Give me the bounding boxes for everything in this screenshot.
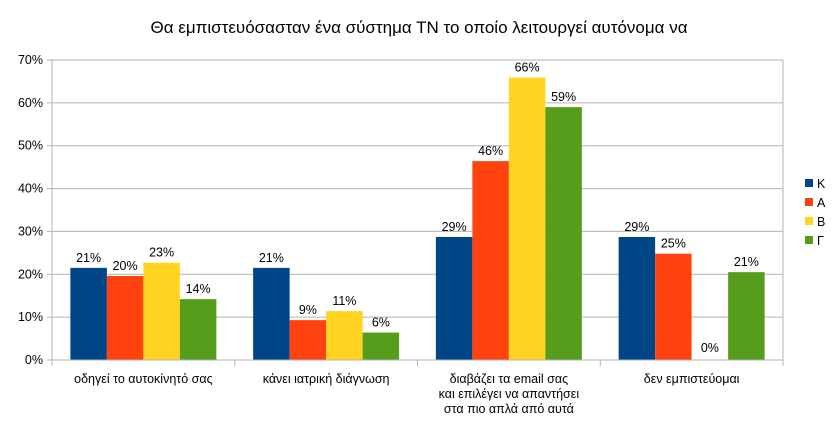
bar-Α-2 xyxy=(289,320,327,360)
legend-label: Α xyxy=(817,196,826,210)
bar-Γ-3 xyxy=(545,107,582,361)
bar-Β-1 xyxy=(143,262,180,360)
data-label: 21% xyxy=(76,251,101,265)
legend-label: Β xyxy=(817,215,825,229)
legend-swatch xyxy=(805,217,813,225)
y-axis: 0% 10% 20% 30% 40% 50% 60% 70% xyxy=(18,53,784,367)
y-tick-label: 60% xyxy=(18,96,43,110)
data-label: 66% xyxy=(515,61,540,75)
data-label: 14% xyxy=(186,282,211,296)
bar-Α-1 xyxy=(106,276,144,360)
legend-swatch xyxy=(805,236,813,244)
x-axis: οδηγεί το αυτοκίνητό σας κάνει ιατρική δι… xyxy=(51,359,784,416)
bar-Α-3 xyxy=(472,161,509,360)
x-tick-label: κάνει ιατρική διάγνωση xyxy=(263,372,390,386)
data-label: 0% xyxy=(701,341,719,355)
y-tick-label: 70% xyxy=(18,53,43,67)
data-label: 21% xyxy=(734,255,759,269)
x-tick-label: δεν εμπιστεύομαι xyxy=(644,372,740,386)
legend-label: Κ xyxy=(817,177,826,191)
data-labels: 21% 21% 29% 29% 20% 9% 46% 25% 23% 11% 66% 0% 14% 6% 5… xyxy=(76,61,759,355)
data-label: 21% xyxy=(259,251,284,265)
data-label: 23% xyxy=(149,246,174,260)
bar-Κ-1 xyxy=(70,267,107,360)
data-label: 9% xyxy=(299,303,317,317)
data-label: 29% xyxy=(624,220,649,234)
data-label: 59% xyxy=(551,90,576,104)
y-tick-label: 30% xyxy=(18,224,43,238)
bar-Γ-2 xyxy=(362,332,400,360)
data-label: 25% xyxy=(661,237,686,251)
bars xyxy=(70,77,765,361)
legend-swatch xyxy=(805,198,813,206)
chart-title: Θα εμπιστευόσασταν ένα σύστημα ΤΝ το οπο… xyxy=(150,18,687,37)
bar-Κ-2 xyxy=(253,267,290,360)
bar-Β-3 xyxy=(508,77,546,361)
y-tick-label: 20% xyxy=(18,267,43,281)
bar-Γ-1 xyxy=(179,299,217,360)
bar-Κ-3 xyxy=(435,237,473,360)
data-label: 20% xyxy=(113,259,138,273)
y-tick-label: 0% xyxy=(25,353,43,367)
y-tick-label: 50% xyxy=(18,139,43,153)
bar-Α-4 xyxy=(655,253,692,360)
legend-label: Γ xyxy=(817,234,824,248)
bar-Β-2 xyxy=(326,311,363,360)
legend-swatch xyxy=(805,179,813,187)
y-tick-label: 10% xyxy=(18,310,43,324)
data-label: 29% xyxy=(442,220,467,234)
x-tick-label: διαβάζει τα email σας και επιλέγει να απα… xyxy=(439,372,580,416)
data-label: 46% xyxy=(478,144,503,158)
bar-Γ-4 xyxy=(728,272,765,360)
data-label: 11% xyxy=(332,294,356,308)
x-tick-label: οδηγεί το αυτοκίνητό σας xyxy=(74,372,212,386)
data-label: 6% xyxy=(372,316,390,330)
y-tick-label: 40% xyxy=(18,182,43,196)
bar-Κ-4 xyxy=(618,237,656,360)
